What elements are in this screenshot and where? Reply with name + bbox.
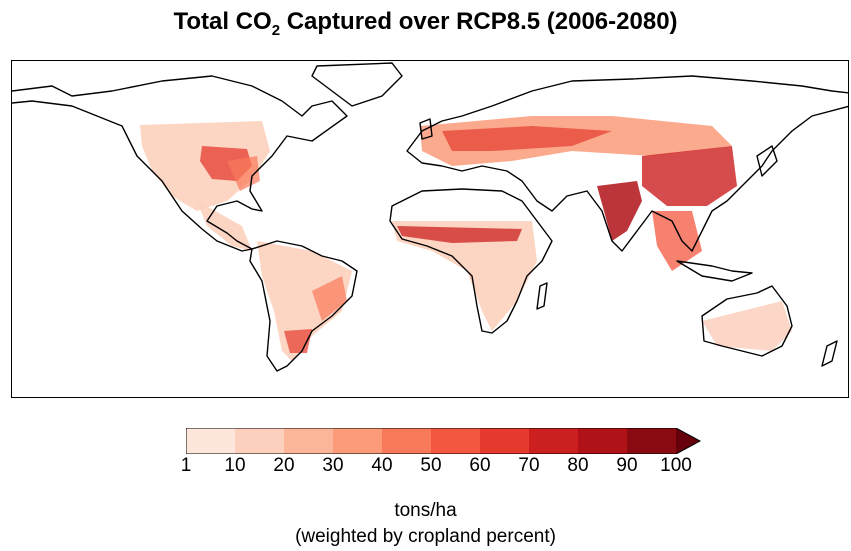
colorbar-tick-label: 10 — [224, 455, 246, 476]
colorbar-tick-label: 60 — [469, 455, 491, 476]
colorbar-tick-label: 50 — [420, 455, 442, 476]
colorbar-segment — [186, 428, 235, 454]
coast-south-america — [249, 240, 358, 372]
colorbar-segment — [627, 428, 676, 454]
heat-india — [597, 181, 642, 241]
world-map-svg — [12, 62, 848, 372]
heat-pampas — [284, 329, 312, 353]
coast-africa — [389, 188, 553, 334]
colorbar-extend-arrow — [676, 428, 700, 454]
colorbar-segment — [235, 428, 284, 454]
coast-madagascar — [536, 282, 548, 310]
coast-uk — [419, 118, 433, 140]
coast-new-zealand — [821, 340, 838, 367]
world-map — [11, 60, 849, 398]
coast-japan — [756, 145, 778, 177]
heat-brazil — [312, 276, 347, 321]
colorbar-segment — [333, 428, 382, 454]
heat-se-asia — [652, 211, 702, 271]
heat-australia — [702, 301, 792, 351]
colorbar — [186, 428, 702, 454]
coast-north-america — [12, 75, 348, 252]
heat-south-america — [257, 241, 352, 361]
colorbar-tick-label: 90 — [616, 455, 638, 476]
colorbar-segment — [382, 428, 431, 454]
colorbar-tick-label: 30 — [322, 455, 344, 476]
cropland-heat-layer — [140, 116, 792, 361]
map-title: Total CO2 Captured over RCP8.5 (2006-208… — [0, 8, 851, 39]
coast-australia — [701, 285, 793, 357]
colorbar-segment — [480, 428, 529, 454]
units-label-line2: (weighted by cropland percent) — [295, 526, 556, 547]
heat-sahel — [397, 226, 522, 243]
coastline-layer — [12, 62, 848, 372]
coast-europe-asia — [406, 75, 848, 252]
colorbar-segment — [529, 428, 578, 454]
colorbar-tick-label: 100 — [660, 455, 692, 476]
heat-china — [642, 146, 737, 206]
colorbar-segment — [284, 428, 333, 454]
title-prefix: Total CO — [173, 8, 272, 35]
heat-europe-core — [442, 126, 612, 151]
colorbar-tick-label: 80 — [567, 455, 589, 476]
colorbar-segment — [431, 428, 480, 454]
heat-central-america — [197, 201, 252, 251]
colorbar-outline — [186, 428, 702, 454]
colorbar-tick-label: 40 — [371, 455, 393, 476]
title-suffix: Captured over RCP8.5 (2006-2080) — [280, 8, 678, 35]
coast-greenland — [311, 62, 403, 107]
colorbar-tick-label: 70 — [518, 455, 540, 476]
colorbar-segment — [578, 428, 627, 454]
heat-africa — [392, 221, 537, 331]
title-subscript: 2 — [271, 21, 281, 39]
colorbar-tick-label: 1 — [180, 455, 192, 476]
units-label-line1: tons/ha — [394, 500, 457, 521]
coast-indonesia — [676, 260, 753, 282]
colorbar-tick-label: 20 — [273, 455, 295, 476]
